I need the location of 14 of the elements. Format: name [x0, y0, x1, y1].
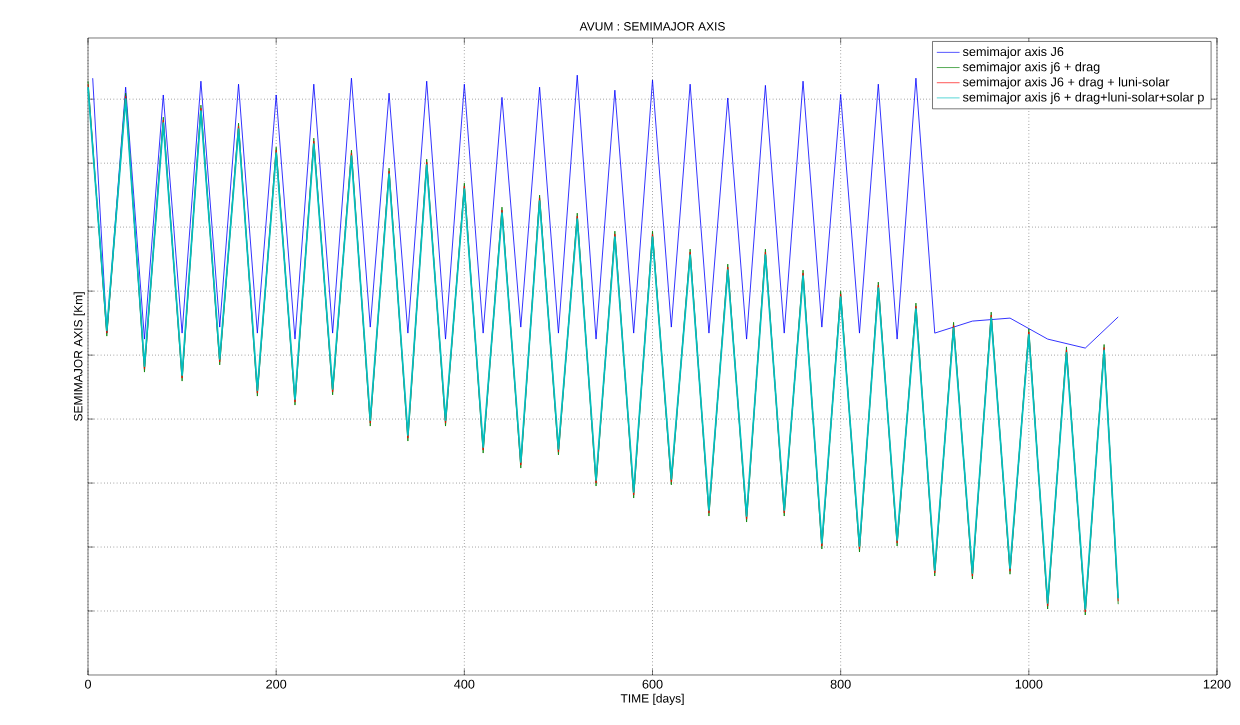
x-tick-label: 200 [266, 679, 287, 689]
x-tick-label: 400 [454, 679, 475, 689]
legend-label: semimajor axis j6 + drag+luni-solar+solar p [962, 92, 1204, 105]
legend-label: semimajor axis J6 + drag + luni-solar [962, 77, 1170, 89]
x-tick-label: 1000 [1015, 679, 1043, 689]
y-axis-title: SEMIMAJOR AXIS [Km] [73, 292, 85, 421]
x-tick-label: 600 [642, 679, 663, 689]
x-axis-title: TIME [days] [620, 693, 684, 705]
legend-label: semimajor axis j6 + drag [962, 61, 1100, 74]
x-tick-label: 800 [830, 679, 851, 689]
chart-title: AVUM : SEMIMAJOR AXIS [579, 22, 725, 31]
x-tick-label: 0 [84, 679, 92, 689]
x-tick-label: 1200 [1203, 679, 1231, 689]
legend-label: semimajor axis J6 [962, 46, 1064, 59]
